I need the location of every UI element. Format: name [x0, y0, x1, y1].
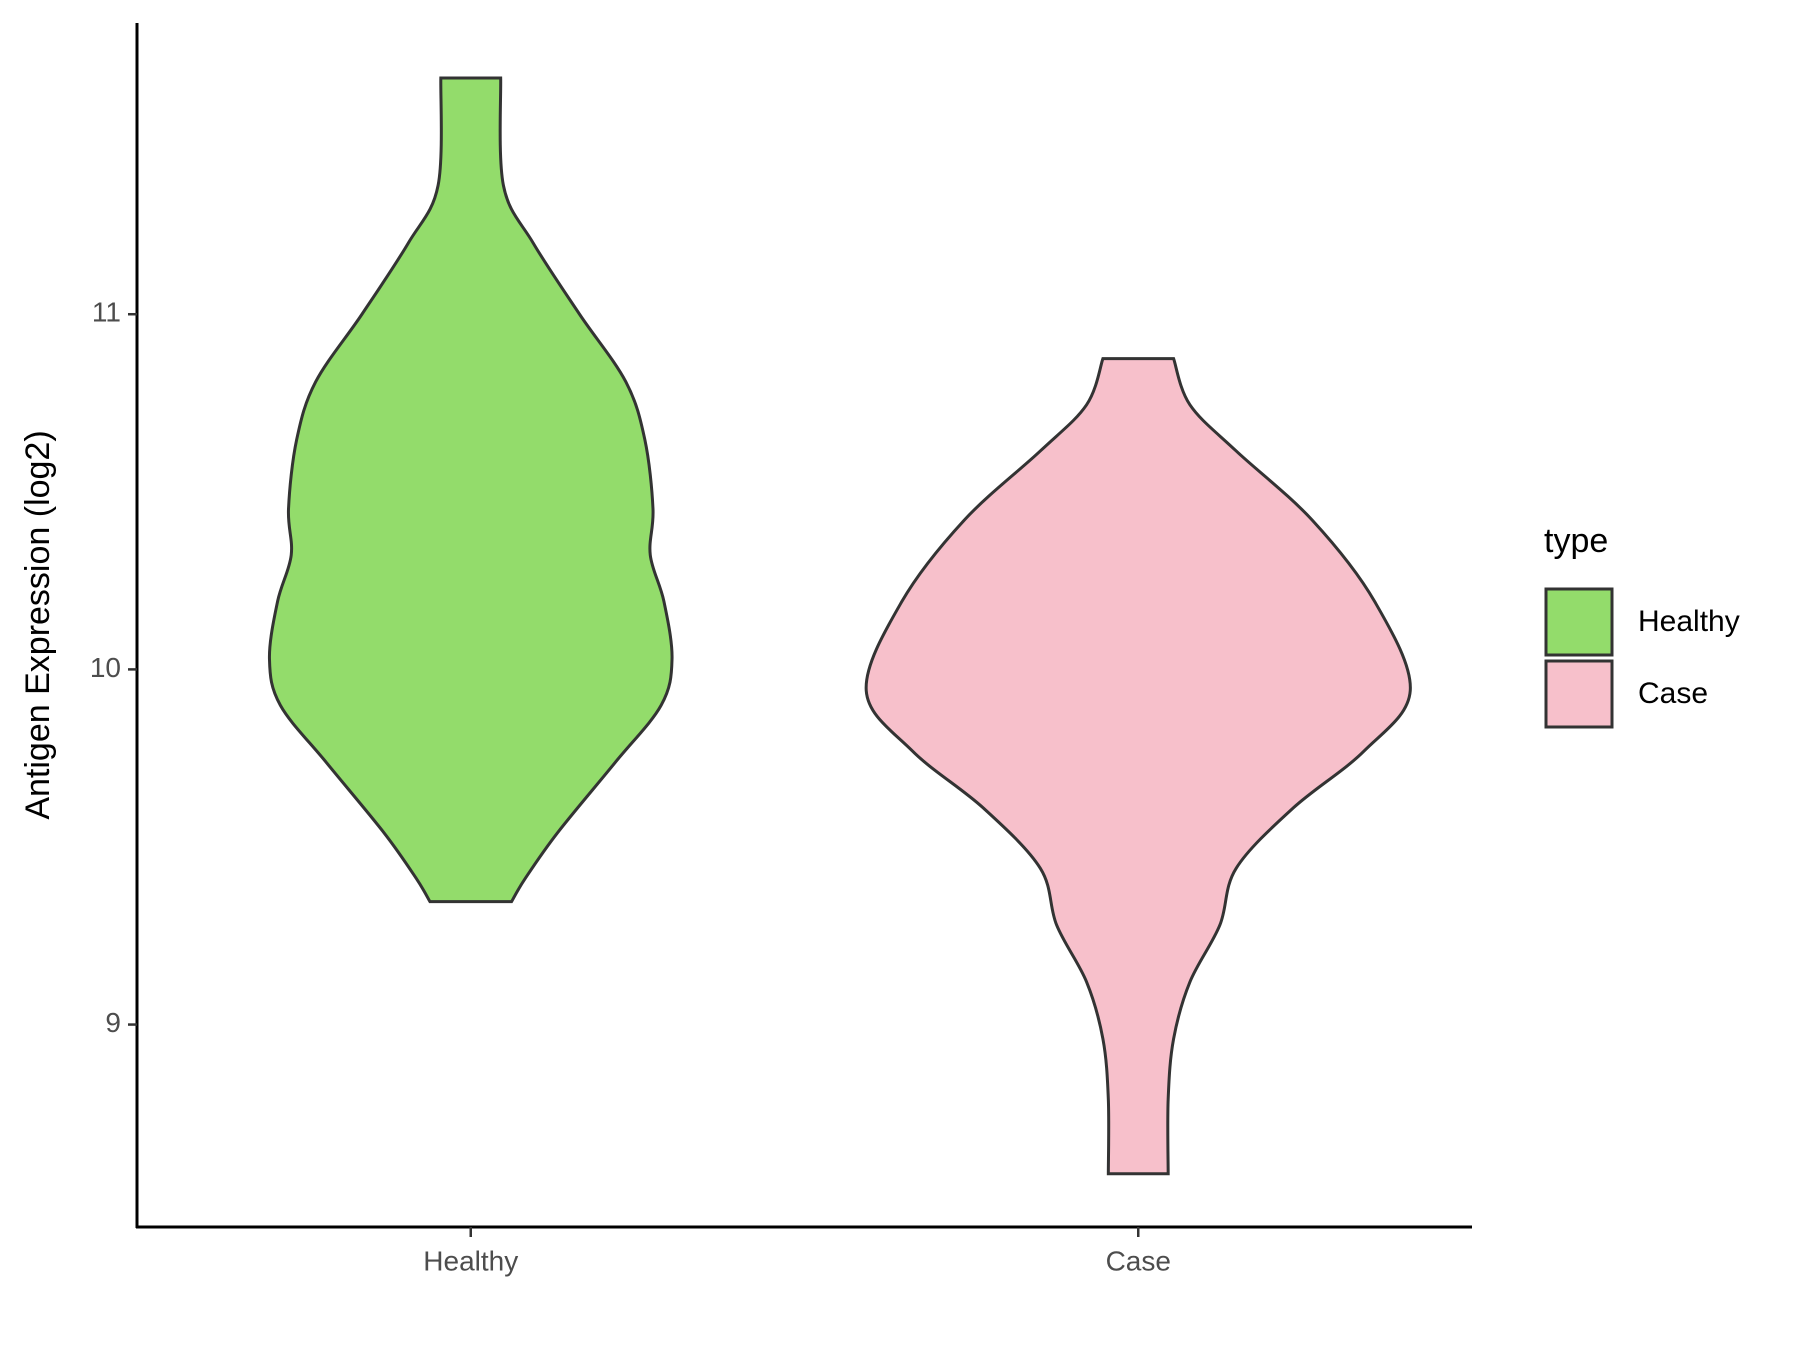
violin	[267, 76, 674, 904]
violin	[864, 357, 1412, 1176]
y-tick-label: 11	[92, 297, 121, 328]
legend-title: type	[1544, 522, 1608, 560]
x-tick-label: Case	[1106, 1245, 1171, 1276]
y-tick-label: 9	[105, 1007, 121, 1038]
y-tick-label: 10	[90, 652, 121, 683]
x-tick-label: Healthy	[423, 1245, 518, 1276]
legend-label: Case	[1638, 677, 1708, 710]
y-axis-label: Antigen Expression (log2)	[19, 430, 57, 819]
legend-label: Healthy	[1638, 605, 1740, 638]
legend-key	[1544, 659, 1614, 729]
legend-key	[1544, 587, 1614, 657]
